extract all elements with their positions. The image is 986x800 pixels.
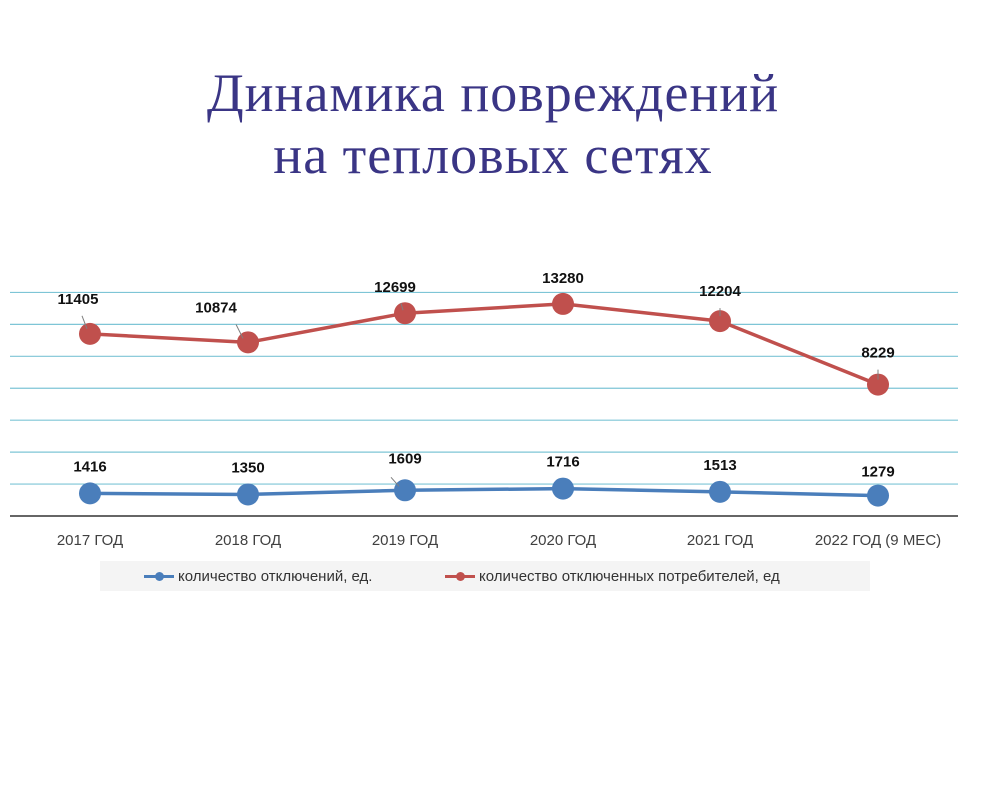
- series-line-outages: [89, 486, 879, 498]
- data-label: 1716: [546, 454, 579, 471]
- data-label: 1279: [861, 464, 894, 481]
- legend-item-consumers: количество отключенных потребителей, ед: [445, 567, 780, 585]
- data-label: 1609: [388, 450, 421, 467]
- label-leader-line: [81, 315, 88, 330]
- data-point: [79, 322, 101, 345]
- data-point: [709, 310, 731, 333]
- legend-label-outages: количество отключений, ед.: [178, 567, 373, 585]
- label-leader-line: [235, 324, 244, 339]
- data-point: [394, 302, 416, 325]
- legend: количество отключений, ед. количество от…: [100, 561, 870, 591]
- data-point: [394, 479, 416, 502]
- series-line-consumers: [89, 302, 879, 387]
- data-point: [552, 477, 574, 500]
- legend-swatch-red: [445, 569, 475, 583]
- data-label: 11405: [58, 291, 99, 308]
- data-point: [709, 480, 731, 503]
- data-label: 13280: [542, 270, 584, 287]
- x-tick-label: 2021 ГОД: [687, 532, 753, 549]
- x-tick-label: 2017 ГОД: [57, 532, 123, 549]
- chart-title-line-2: на тепловых сетях: [273, 125, 713, 185]
- series-group: [79, 292, 889, 507]
- data-label: 1513: [703, 457, 736, 474]
- x-tick-label: 2019 ГОД: [372, 532, 438, 549]
- x-axis: 2017 ГОД 2018 ГОД 2019 ГОД 2020 ГОД 2021 ГОД…: [10, 515, 958, 549]
- gridlines: [10, 291, 958, 485]
- x-tick-label: 2018 ГОД: [215, 532, 281, 549]
- data-label: 1416: [73, 458, 106, 475]
- data-point: [552, 292, 574, 315]
- label-leader-line: [390, 476, 400, 487]
- data-label: 8229: [861, 345, 894, 362]
- data-labels: 1416 1350 1609 1716 1513 1279 11405 10874 12699 1…: [58, 270, 895, 487]
- data-label: 12699: [374, 279, 416, 296]
- legend-item-outages: количество отключений, ед.: [144, 567, 372, 585]
- data-point: [237, 483, 259, 506]
- data-point: [867, 484, 889, 507]
- data-label: 10874: [195, 299, 237, 316]
- data-point: [79, 482, 101, 505]
- x-tick-label: 2020 ГОД: [530, 532, 596, 549]
- x-tick-label: 2022 ГОД (9 МЕС): [815, 532, 941, 549]
- chart-title-line-1: Динамика повреждений: [206, 63, 780, 123]
- chart-title: Динамика повреждений на тепловых сетях: [0, 62, 986, 186]
- data-label: 1350: [231, 459, 264, 476]
- label-leader-line: [400, 303, 404, 311]
- data-label: 12204: [699, 283, 741, 300]
- legend-swatch-blue: [144, 569, 174, 583]
- data-point: [867, 373, 889, 396]
- legend-label-consumers: количество отключенных потребителей, ед: [479, 567, 780, 585]
- data-point: [237, 331, 259, 354]
